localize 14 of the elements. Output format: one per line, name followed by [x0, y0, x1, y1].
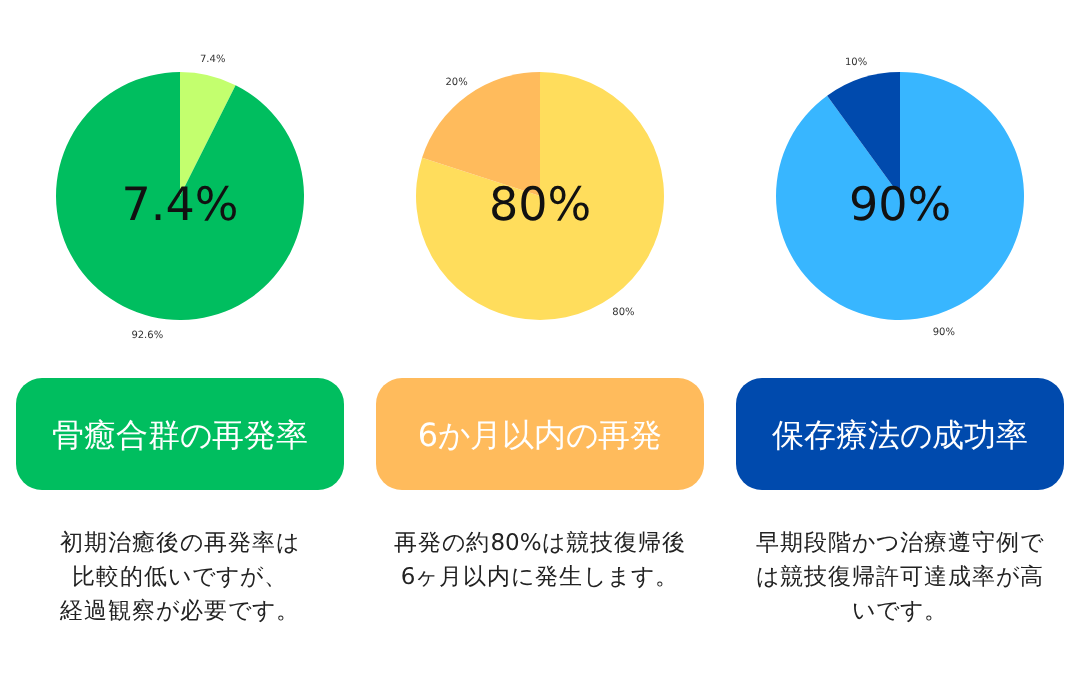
text: 早期段階かつ治療遵守例で [756, 528, 1046, 556]
text: は競技復帰許可達成率が高 [756, 562, 1044, 590]
text: いです。 [852, 596, 948, 624]
text: 経過観察が必要です。 [58, 596, 300, 624]
text: 7.4% [121, 180, 239, 232]
text: 再発の約80%は競技復帰後 [394, 528, 686, 556]
text: 初期治癒後の再発率は [60, 528, 300, 556]
text: 6か月以内の再発 [417, 416, 663, 454]
text: 骨癒合群の再発率 [52, 416, 308, 454]
text: 80% [488, 180, 592, 232]
text: 6ヶ月以内に発生します。 [400, 562, 680, 590]
text: 保存療法の成功率 [772, 416, 1028, 454]
text: 90% [848, 180, 952, 232]
text: 比較的低いですが、 [72, 562, 288, 590]
